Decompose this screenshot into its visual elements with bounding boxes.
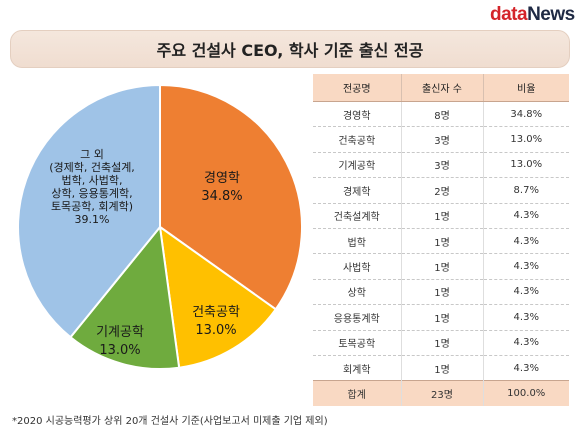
logo-part-news: News bbox=[527, 4, 575, 25]
cell-ratio: 13.0% bbox=[482, 152, 569, 179]
cell-ratio: 4.3% bbox=[482, 304, 569, 331]
slice-label-line: 상학, 응용통계학, bbox=[51, 187, 132, 200]
table-row: 상학 1명 4.3% bbox=[313, 279, 569, 306]
cell-major: 사법학 bbox=[313, 253, 401, 280]
table-row: 건축공학 3명 13.0% bbox=[313, 126, 569, 153]
pie-slice bbox=[159, 83, 303, 311]
slice-label-line: 법학, 사법학, bbox=[61, 174, 122, 187]
cell-major: 회계학 bbox=[313, 355, 401, 382]
pie-slice bbox=[17, 83, 161, 339]
cell-count: 1명 bbox=[400, 330, 483, 356]
table-row: 토목공학 1명 4.3% bbox=[313, 330, 569, 356]
slice-label-line: 13.0% bbox=[195, 323, 236, 338]
slice-label-line: 13.0% bbox=[99, 343, 140, 358]
cell-ratio: 13.0% bbox=[482, 126, 569, 153]
slice-label-line: 39.1% bbox=[75, 213, 110, 226]
cell-major: 법학 bbox=[313, 228, 401, 255]
table-row: 기계공학 3명 13.0% bbox=[313, 152, 569, 179]
datanews-logo: dataNews bbox=[490, 4, 576, 26]
slice-label-line: 그 외 bbox=[80, 148, 104, 161]
cell-count: 8명 bbox=[400, 101, 483, 128]
header-major: 전공명 bbox=[313, 74, 401, 102]
cell-major: 경제학 bbox=[313, 177, 401, 204]
pie-slice bbox=[158, 224, 278, 369]
slice-label-line: 기계공학 bbox=[96, 325, 144, 340]
cell-count: 2명 bbox=[400, 177, 483, 204]
table-total-row: 합계 23명 100.0% bbox=[313, 380, 569, 406]
slice-label: 건축공학 13.0% bbox=[192, 305, 240, 338]
cell-major: 건축설계학 bbox=[313, 203, 401, 229]
cell-ratio: 34.8% bbox=[482, 101, 569, 128]
slice-label-line: 건축공학 bbox=[192, 305, 240, 320]
cell-count: 3명 bbox=[400, 126, 483, 153]
cell-ratio: 4.3% bbox=[482, 228, 569, 255]
total-ratio: 100.0% bbox=[482, 380, 569, 406]
cell-major: 건축공학 bbox=[313, 126, 401, 153]
header-ratio: 비율 bbox=[482, 74, 569, 102]
slice-label: 그 외 (경제학, 건축설계, 법학, 사법학, 상학, 응용통계학, 토목공학, 회계… bbox=[49, 148, 135, 226]
table-row: 경제학 2명 8.7% bbox=[313, 177, 569, 204]
cell-ratio: 8.7% bbox=[482, 177, 569, 204]
table-row: 건축설계학 1명 4.3% bbox=[313, 203, 569, 229]
slice-label-line: (경제학, 건축설계, bbox=[49, 161, 135, 174]
table-row: 사법학 1명 4.3% bbox=[313, 253, 569, 280]
chart-title: 주요 건설사 CEO, 학사 기준 출신 전공 bbox=[10, 30, 570, 68]
slice-label-line: 경영학 bbox=[204, 171, 240, 186]
table-row: 경영학 8명 34.8% bbox=[313, 101, 569, 128]
slice-label-line: 토목공학, 회계학) bbox=[51, 200, 133, 213]
major-table: 전공명 출신자 수 비율 경영학 8명 34.8% 건축공학 3명 13.0% 기계공학 3명… bbox=[313, 74, 569, 406]
cell-major: 응용통계학 bbox=[313, 304, 401, 331]
cell-count: 1명 bbox=[400, 228, 483, 255]
cell-major: 경영학 bbox=[313, 101, 401, 128]
table-row: 회계학 1명 4.3% bbox=[313, 355, 569, 382]
header-count: 출신자 수 bbox=[400, 74, 483, 102]
pie-slice bbox=[69, 224, 181, 370]
cell-count: 1명 bbox=[400, 304, 483, 331]
cell-major: 상학 bbox=[313, 279, 401, 306]
cell-ratio: 4.3% bbox=[482, 203, 569, 229]
cell-count: 3명 bbox=[400, 152, 483, 179]
total-count: 23명 bbox=[400, 380, 483, 406]
table-header-row: 전공명 출신자 수 비율 bbox=[313, 74, 569, 102]
total-label: 합계 bbox=[313, 380, 401, 406]
cell-count: 1명 bbox=[400, 253, 483, 280]
slice-label: 경영학 34.8% bbox=[201, 171, 242, 204]
pie-chart: 경영학 34.8% 건축공학 13.0% 기계공학 13.0% 그 외 (경제학, 건축설계,… bbox=[17, 83, 303, 370]
table-row: 법학 1명 4.3% bbox=[313, 228, 569, 255]
table-row: 응용통계학 1명 4.3% bbox=[313, 304, 569, 331]
cell-ratio: 4.3% bbox=[482, 355, 569, 382]
cell-ratio: 4.3% bbox=[482, 330, 569, 356]
cell-major: 기계공학 bbox=[313, 152, 401, 179]
slice-label: 기계공학 13.0% bbox=[96, 325, 144, 358]
logo-part-data: data bbox=[490, 4, 528, 25]
footnote: *2020 시공능력평가 상위 20개 건설사 기준(사업보고서 미제출 기업 … bbox=[12, 416, 328, 427]
cell-ratio: 4.3% bbox=[482, 279, 569, 306]
cell-count: 1명 bbox=[400, 203, 483, 229]
cell-count: 1명 bbox=[400, 279, 483, 306]
slice-label-line: 34.8% bbox=[201, 189, 242, 204]
cell-count: 1명 bbox=[400, 355, 483, 382]
cell-major: 토목공학 bbox=[313, 330, 401, 356]
cell-ratio: 4.3% bbox=[482, 253, 569, 280]
